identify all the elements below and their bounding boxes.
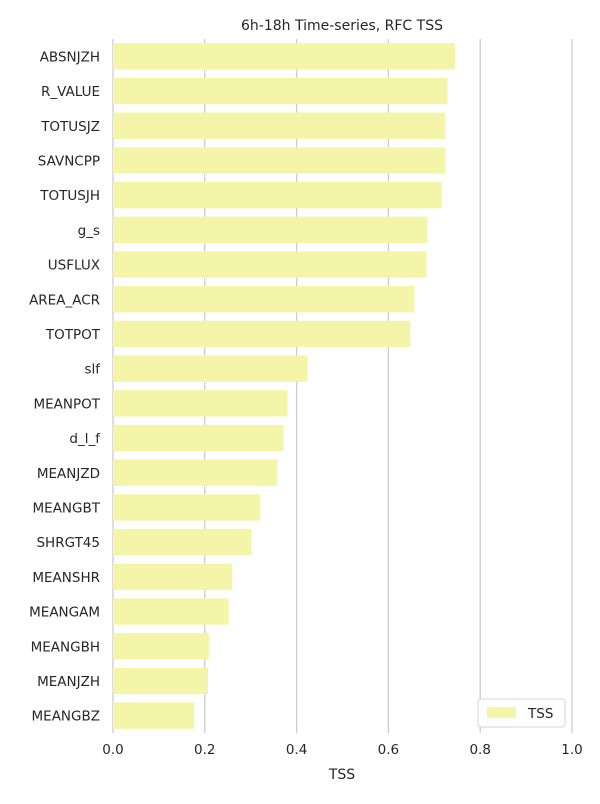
y-tick-label: SHRGT45 (36, 535, 100, 551)
bar (113, 528, 252, 556)
bar (113, 181, 442, 209)
y-tick-label: AREA_ACR (29, 292, 100, 308)
x-tick-label: 1.0 (561, 742, 582, 758)
y-tick-label: MEANPOT (33, 396, 100, 412)
y-tick-label: d_l_f (69, 431, 101, 447)
bar (113, 286, 415, 313)
bar (113, 112, 446, 139)
y-tick-label: MEANGBT (33, 500, 101, 516)
bar (113, 390, 288, 417)
bar (113, 147, 446, 174)
bar (113, 494, 261, 521)
legend-swatch (487, 707, 516, 718)
bar (113, 702, 195, 729)
bar (113, 667, 209, 695)
y-tick-label: ABSNJZH (40, 49, 100, 65)
bar (113, 216, 428, 244)
bar (113, 424, 284, 452)
bar (113, 320, 411, 348)
axes: 0.0 0.2 0.4 0.6 0.8 1.0 ABSNJZH R_VALUE TOTUSJZ S… (29, 49, 583, 758)
y-tick-label: slf (84, 362, 101, 378)
y-tick-label: R_VALUE (41, 84, 100, 100)
x-tick-label: 0.8 (469, 742, 490, 758)
bar (113, 77, 448, 105)
x-tick-label: 0.4 (286, 742, 307, 758)
legend: TSS (477, 698, 566, 728)
bar (113, 43, 455, 70)
bar (113, 633, 209, 660)
chart-title: 6h-18h Time-series, RFC TSS (241, 18, 443, 34)
y-tick-label: MEANGBZ (32, 709, 100, 725)
x-tick-label: 0.6 (378, 742, 399, 758)
bars (113, 43, 455, 729)
y-tick-label: MEANGBH (31, 639, 100, 655)
x-axis-label: TSS (328, 767, 355, 783)
y-tick-label: USFLUX (48, 258, 100, 274)
y-tick-label: g_s (78, 223, 100, 239)
y-tick-label: MEANJZD (37, 466, 100, 482)
y-tick-label: TOTUSJH (39, 188, 100, 204)
x-tick-label: 0.2 (194, 742, 215, 758)
y-tick-label: MEANJZH (37, 674, 100, 690)
bar (113, 598, 229, 625)
bar (113, 563, 233, 591)
y-tick-label: TOTPOT (45, 327, 101, 343)
legend-label: TSS (527, 706, 553, 722)
grid-lines (112, 39, 573, 733)
legend-box (477, 698, 566, 728)
bar (113, 459, 278, 486)
x-tick-label: 0.0 (102, 742, 123, 758)
y-tick-label: SAVNCPP (38, 153, 100, 169)
y-tick-label: MEANSHR (32, 570, 100, 586)
bar (113, 251, 427, 278)
y-tick-label: TOTUSJZ (40, 119, 100, 135)
y-tick-label: MEANGAM (29, 605, 100, 621)
bar (113, 355, 308, 382)
